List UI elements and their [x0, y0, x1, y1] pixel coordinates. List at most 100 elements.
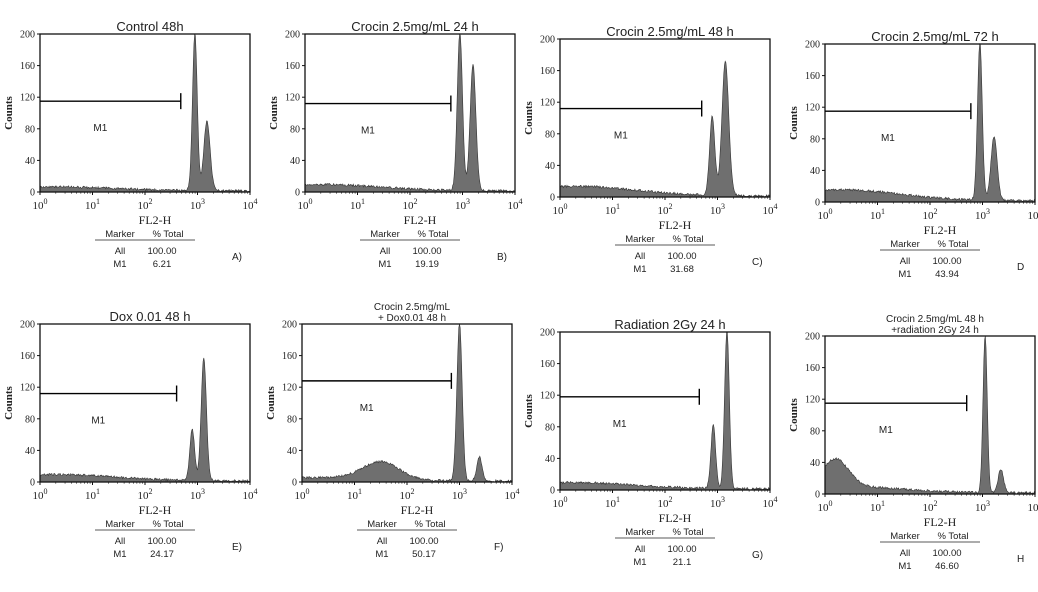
x-tick-exponent: 3 — [463, 487, 467, 496]
chart-title: Crocin 2.5mg/mL 48 h+radiation 2Gy 24 h — [886, 314, 984, 336]
chart-title-line: Crocin 2.5mg/mL 48 h — [886, 314, 984, 325]
y-tick-label: 40 — [25, 156, 35, 167]
marker-label: M1 — [361, 126, 375, 137]
y-tick-label: 80 — [545, 422, 555, 433]
stats-marker-cell: All — [635, 251, 646, 262]
x-tick-exponent: 2 — [669, 202, 673, 211]
x-axis-label: FL2-H — [659, 218, 692, 232]
x-axis-label: FL2-H — [924, 515, 957, 529]
chart-title: Dox 0.01 48 h — [110, 309, 191, 324]
x-tick-label: 100 — [818, 207, 833, 222]
x-tick-exponent: 4 — [774, 202, 778, 211]
y-tick-label: 160 — [20, 61, 35, 72]
stats-value-cell: 43.94 — [935, 269, 959, 280]
stats-marker-cell: All — [900, 548, 911, 559]
x-tick-label: 104 — [1028, 207, 1038, 222]
x-tick-label: 101 — [605, 202, 620, 217]
panel-label: A) — [232, 252, 242, 263]
x-tick-exponent: 0 — [829, 207, 833, 216]
stats-header-total: % Total — [673, 234, 704, 245]
stats-value-cell: 100.00 — [147, 536, 176, 547]
x-tick-exponent: 3 — [721, 495, 725, 504]
stats-header-marker: Marker — [105, 229, 135, 240]
x-tick-label: 104 — [505, 487, 520, 502]
plot-frame — [40, 34, 250, 192]
y-tick-label: 80 — [810, 426, 820, 437]
x-tick-label: 101 — [350, 197, 365, 212]
x-tick-exponent: 1 — [616, 202, 620, 211]
x-tick-exponent: 1 — [358, 487, 362, 496]
stats-header-marker: Marker — [625, 234, 655, 245]
x-tick-label: 100 — [33, 197, 48, 212]
x-tick-label: 104 — [763, 495, 778, 510]
x-tick-label: 103 — [975, 499, 990, 514]
x-tick-label: 101 — [347, 487, 362, 502]
y-tick-label: 160 — [20, 351, 35, 362]
x-axis-label: FL2-H — [924, 223, 957, 237]
y-tick-label: 40 — [545, 161, 555, 172]
x-tick-exponent: 2 — [934, 499, 938, 508]
stats-value-cell: 100.00 — [932, 548, 961, 559]
y-tick-label: 40 — [810, 458, 820, 469]
stats-marker-cell: All — [377, 536, 388, 547]
x-tick-exponent: 3 — [721, 202, 725, 211]
x-tick-exponent: 2 — [149, 197, 153, 206]
stats-value-cell: 21.1 — [673, 557, 692, 568]
x-tick-exponent: 0 — [309, 197, 313, 206]
marker-label: M1 — [614, 131, 628, 142]
y-axis-label: Counts — [523, 393, 535, 427]
stats-value-cell: 19.19 — [415, 259, 439, 270]
stats-marker-cell: M1 — [898, 561, 911, 572]
panel-label: B) — [497, 252, 507, 263]
y-tick-label: 80 — [25, 124, 35, 135]
x-tick-label: 103 — [455, 197, 470, 212]
panel-label: H — [1017, 554, 1024, 565]
x-tick-label: 104 — [763, 202, 778, 217]
x-tick-label: 102 — [400, 487, 415, 502]
stats-value-cell: 100.00 — [147, 246, 176, 257]
y-tick-label: 80 — [25, 414, 35, 425]
y-tick-label: 200 — [805, 40, 820, 51]
x-axis-label: FL2-H — [401, 503, 434, 517]
x-tick-label: 103 — [710, 202, 725, 217]
chart-title: Crocin 2.5mg/mL 24 h — [351, 19, 478, 34]
x-tick-exponent: 0 — [44, 487, 48, 496]
plot-frame — [40, 324, 250, 482]
x-tick-label: 100 — [553, 495, 568, 510]
y-tick-label: 160 — [540, 66, 555, 77]
y-tick-label: 120 — [540, 391, 555, 402]
y-tick-label: 80 — [290, 124, 300, 135]
x-tick-exponent: 2 — [669, 495, 673, 504]
x-tick-label: 100 — [553, 202, 568, 217]
stats-marker-cell: All — [635, 544, 646, 555]
x-tick-label: 102 — [138, 487, 153, 502]
x-tick-label: 100 — [295, 487, 310, 502]
y-tick-label: 120 — [20, 93, 35, 104]
stats-value-cell: 46.60 — [935, 561, 959, 572]
stats-value-cell: 50.17 — [412, 549, 436, 560]
x-tick-exponent: 1 — [881, 499, 885, 508]
x-tick-label: 100 — [33, 487, 48, 502]
x-tick-exponent: 3 — [201, 197, 205, 206]
x-tick-exponent: 2 — [411, 487, 415, 496]
x-tick-exponent: 3 — [466, 197, 470, 206]
y-tick-label: 200 — [285, 30, 300, 41]
stats-marker-cell: All — [115, 536, 126, 547]
chart-title-line: Crocin 2.5mg/mL — [374, 302, 451, 313]
stats-marker-cell: All — [900, 256, 911, 267]
y-tick-label: 160 — [805, 363, 820, 374]
x-tick-exponent: 1 — [96, 197, 100, 206]
y-axis-label: Counts — [788, 397, 800, 431]
y-tick-label: 120 — [285, 93, 300, 104]
x-tick-exponent: 0 — [564, 202, 568, 211]
panel-label: D — [1017, 262, 1024, 273]
x-tick-exponent: 2 — [149, 487, 153, 496]
y-tick-label: 0 — [292, 478, 297, 489]
